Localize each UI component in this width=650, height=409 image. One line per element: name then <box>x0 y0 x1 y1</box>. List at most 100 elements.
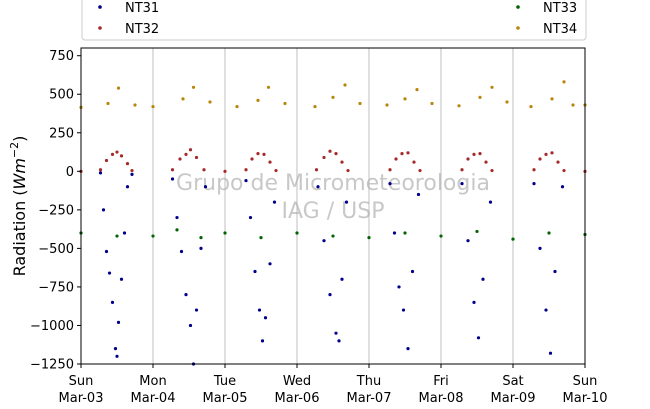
point-nt31 <box>316 185 320 189</box>
point-nt31 <box>194 308 199 312</box>
legend-label-nt32: NT32 <box>125 22 159 37</box>
point-nt31 <box>244 178 248 183</box>
point-nt32 <box>244 168 248 172</box>
point-nt31 <box>179 249 184 254</box>
x-tick-label-date: Mar-03 <box>59 391 104 406</box>
point-nt31 <box>199 246 203 250</box>
point-nt33 <box>175 228 179 232</box>
point-nt31 <box>113 346 118 351</box>
point-nt32 <box>334 151 338 156</box>
point-nt33 <box>223 231 227 235</box>
point-nt32 <box>490 168 494 173</box>
y-tick-label: −250 <box>38 203 74 218</box>
point-nt33 <box>115 234 119 238</box>
point-nt32 <box>400 151 404 156</box>
point-nt31 <box>116 320 121 324</box>
point-nt31 <box>119 277 124 281</box>
legend-label-nt34: NT34 <box>543 22 577 37</box>
y-axis: 750 500 250 0 −250 −500 −750 −1000 −1250 <box>30 49 81 373</box>
plot-frame <box>80 47 586 365</box>
point-nt33 <box>547 231 551 235</box>
legend-marker-nt31 <box>98 5 102 9</box>
point-nt34 <box>256 98 260 103</box>
point-nt34 <box>116 86 121 90</box>
x-tick-label-day: Mon <box>139 374 166 389</box>
point-nt32 <box>544 152 548 156</box>
point-nt34 <box>106 101 110 106</box>
point-nt31 <box>337 339 341 343</box>
point-nt34 <box>430 101 434 106</box>
point-nt32 <box>562 168 566 173</box>
point-nt31 <box>328 293 332 297</box>
x-tick-label-day: Thu <box>356 374 381 389</box>
point-nt31 <box>406 346 410 351</box>
point-nt34 <box>313 104 317 109</box>
point-nt31 <box>170 177 175 181</box>
x-tick-label-date: Mar-06 <box>275 391 320 406</box>
x-tick-label-date: Mar-04 <box>131 391 176 406</box>
point-nt32 <box>466 157 470 161</box>
legend: NT31 NT32 NT33 NT34 <box>81 0 587 41</box>
point-nt31 <box>472 300 476 304</box>
point-nt31 <box>344 200 349 204</box>
point-nt31 <box>410 269 415 274</box>
point-nt31 <box>260 339 265 343</box>
legend-frame <box>81 0 587 41</box>
point-nt32 <box>412 160 416 164</box>
point-nt32 <box>418 168 422 173</box>
point-nt31 <box>560 185 565 189</box>
point-nt32 <box>328 149 332 153</box>
point-nt31 <box>130 172 134 176</box>
point-nt32 <box>340 160 344 164</box>
y-tick-label: −1250 <box>30 358 74 373</box>
x-tick-label-date: Mar-05 <box>203 391 248 406</box>
point-nt32 <box>125 162 130 166</box>
point-nt32 <box>556 160 560 164</box>
point-nt33 <box>511 237 515 241</box>
point-nt34 <box>415 88 419 92</box>
point-nt32 <box>178 157 182 161</box>
point-nt31 <box>263 316 268 320</box>
point-nt31 <box>125 185 130 189</box>
point-nt34 <box>478 95 482 99</box>
legend-marker-nt32 <box>98 26 102 30</box>
point-nt31 <box>253 269 257 274</box>
point-nt34 <box>266 85 271 89</box>
point-nt34 <box>358 101 362 106</box>
point-nt32 <box>104 158 109 163</box>
point-nt34 <box>457 104 461 108</box>
point-nt33 <box>199 236 203 240</box>
x-tick-label-day: Sun <box>573 374 598 389</box>
point-nt32 <box>472 152 476 156</box>
point-nt34 <box>283 101 287 106</box>
grid-lines <box>152 48 514 364</box>
x-tick-label-day: Tue <box>213 374 236 389</box>
point-nt31 <box>322 239 326 243</box>
point-nt31 <box>203 185 208 189</box>
point-nt32 <box>388 168 392 172</box>
point-nt31 <box>257 308 262 312</box>
point-nt32 <box>550 151 554 155</box>
x-tick-label-date: Mar-08 <box>419 391 464 406</box>
point-nt34 <box>343 83 347 87</box>
data-points <box>79 80 587 366</box>
point-nt32 <box>202 168 206 172</box>
point-nt33 <box>367 236 371 240</box>
point-nt32 <box>130 168 134 173</box>
y-tick-label: 250 <box>49 126 74 141</box>
point-nt31 <box>538 246 542 250</box>
y-tick-label: −1000 <box>30 319 74 334</box>
point-nt32 <box>406 151 410 155</box>
point-nt32 <box>484 160 488 164</box>
point-nt31 <box>466 239 470 243</box>
point-nt32 <box>532 168 536 172</box>
point-nt34 <box>235 104 239 109</box>
y-tick-label: 500 <box>49 88 74 103</box>
point-nt31 <box>481 277 485 281</box>
point-nt34 <box>490 85 494 89</box>
point-nt31 <box>548 351 553 355</box>
point-nt32 <box>188 148 193 152</box>
point-nt34 <box>385 103 389 107</box>
point-nt31 <box>272 200 277 204</box>
